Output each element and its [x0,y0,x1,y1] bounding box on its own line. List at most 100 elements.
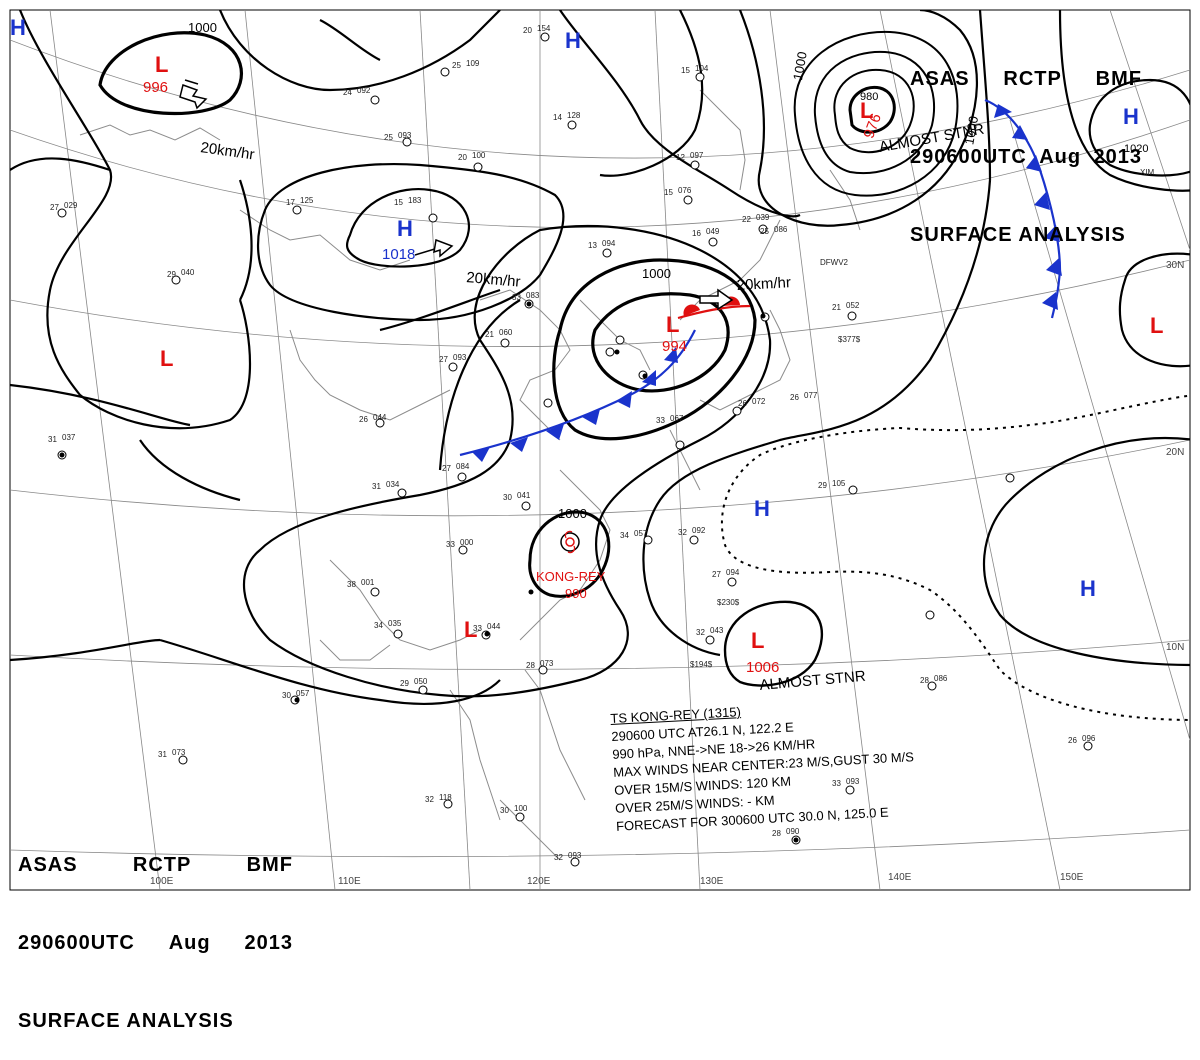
station-temperature: 26 [790,393,799,402]
header-line-2: 290600UTC Aug 2013 [910,144,1142,170]
low-center-west: L [160,346,173,371]
station-pressure: 044 [487,622,501,631]
station-temperature: 33 [473,624,482,633]
station-temperature: 24 [343,88,352,97]
station-pressure: 067 [670,414,684,423]
low-center-east: L [1150,313,1163,338]
station-temperature: 30 [503,493,512,502]
station-pressure: 057 [634,529,648,538]
graticule-meridians [49,10,1190,890]
station-temperature: 15 [664,188,673,197]
high-center-north: H [565,28,581,53]
station-pressure: 105 [832,479,846,488]
station-temperature: 26 [359,415,368,424]
station-pressure: 118 [439,793,452,802]
station-pressure: 041 [517,491,531,500]
station-temperature: 34 [374,621,383,630]
station-temperature: 15 [681,66,690,75]
chart-header-top: ASAS RCTP BMF 290600UTC Aug 2013 SURFACE… [910,14,1142,274]
station-temperature: 27 [712,570,721,579]
station-pressure: 100 [472,151,486,160]
isobar-label: 980 [860,91,878,103]
station-temperature: 28 [920,676,929,685]
cold-front-west [459,329,696,462]
map-frame [9,9,1191,891]
header-agency: ASAS [18,854,78,876]
station-pressure: 086 [934,674,948,683]
station-pressure: 084 [456,462,470,471]
header-time: 290600UTC [910,146,1027,168]
low-center-976: L [860,98,873,123]
station-pressure: 073 [172,748,186,757]
typhoon-name: KONG-REY [536,569,606,584]
low-value-996: 996 [143,79,168,96]
high-center-1018: H [397,216,413,241]
header-year: 2013 [244,932,293,954]
header-time: 290600UTC [18,932,135,954]
station-temperature: 27 [439,355,448,364]
isobar-label: 1020 [1124,143,1148,155]
station-pressure: 083 [526,291,540,300]
typhoon-pressure: 990 [565,586,587,601]
header-station: RCTP [132,854,192,876]
station-temperature: 29 [400,679,409,688]
station-temperature: 13 [588,241,597,250]
station-pressure: 092 [357,86,371,95]
station-pressure: 052 [846,301,860,310]
station-pressure: 001 [361,578,375,587]
station-temperature: 28 [526,661,535,670]
station-pressure: 093 [568,851,582,860]
station-pressure: 128 [567,111,581,120]
station-temperature: 38 [347,580,356,589]
station-temperature: 16 [692,229,701,238]
station-temperature: 32 [554,853,563,862]
station-pressure: 094 [602,239,616,248]
motion-arrows [179,79,734,311]
lat-label-20n: 20N [1166,447,1184,458]
low-center-996: L [155,52,168,77]
isobar-label: 1000 [188,20,217,35]
station-temperature: 32 [678,528,687,537]
lon-label-100e: 100E [150,876,174,887]
station-pressure: 086 [774,225,788,234]
station-pressure: 076 [678,186,692,195]
low-value-1006: 1006 [746,659,779,676]
station-pressure: 029 [64,201,78,210]
station-code: DFWV2 [820,258,849,267]
station-pressure: 073 [540,659,554,668]
header-product: SURFACE ANALYSIS [910,224,1126,246]
chart-header-bottom: ASAS RCTP BMF 290600UTC Aug 2013 SURFACE… [18,800,293,1060]
station-pressure: 092 [692,526,706,535]
station-pressure: 043 [710,626,724,635]
station-temperature: 27 [50,203,59,212]
station-code: $230$ [717,598,740,607]
station-pressure: 125 [300,196,314,205]
low-value-994: 994 [662,338,687,355]
header-year: 2013 [1093,146,1142,168]
station-temperature: 25 [452,61,461,70]
station-temperature: 22 [742,215,751,224]
cold-front-east [984,98,1062,319]
lon-label-150e: 150E [1060,872,1084,883]
station-temperature: 29 [167,270,176,279]
station-temperature: 31 [48,435,57,444]
trough-dotted [720,394,1190,721]
station-temperature: 20 [523,26,532,35]
station-pressure: 093 [398,131,412,140]
lon-label-120e: 120E [527,876,551,887]
station-pressure: 034 [386,480,400,489]
high-center-nw: H [10,15,26,40]
station-pressure: 154 [537,24,551,33]
lat-label-30n: 30N [1166,260,1184,271]
motion-label-1018: 20km/hr [466,269,521,291]
header-line-1: ASAS RCTP BMF [910,66,1142,92]
lat-label-10n: 10N [1166,642,1184,653]
station-pressure: 096 [1082,734,1096,743]
station-pressure: 050 [414,677,428,686]
station-temperature: 33 [656,416,665,425]
station-temperature: 25 [384,133,393,142]
station-temperature: 25 [760,227,769,236]
station-pressure: 039 [756,213,770,222]
station-pressure: 057 [296,689,310,698]
motion-label-994: 20km/hr [736,274,791,294]
